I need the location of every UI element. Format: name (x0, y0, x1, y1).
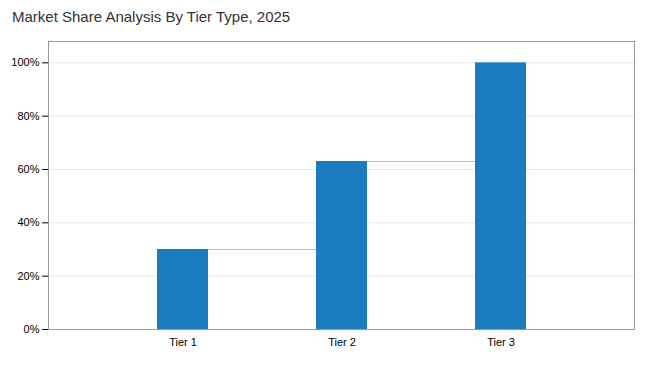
svg-text:0%: 0% (24, 323, 40, 335)
svg-text:60%: 60% (17, 163, 39, 175)
svg-text:Tier 2: Tier 2 (328, 336, 356, 348)
svg-text:40%: 40% (17, 216, 39, 228)
svg-text:80%: 80% (17, 110, 39, 122)
svg-text:Tier 3: Tier 3 (487, 336, 515, 348)
svg-text:100%: 100% (11, 56, 39, 68)
svg-text:Tier 1: Tier 1 (169, 336, 197, 348)
svg-text:20%: 20% (17, 270, 39, 282)
html-text:Market Share Analysis By Tier: Market Share Analysis By Tier Type, 2025 (12, 8, 291, 25)
